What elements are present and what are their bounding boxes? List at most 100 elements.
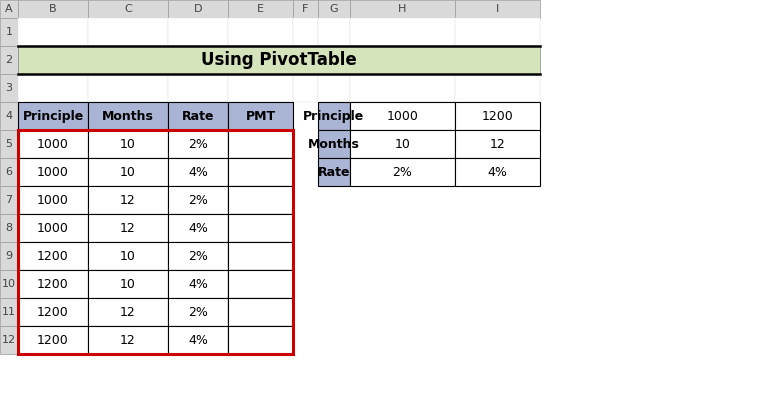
Bar [0,46,18,74]
Text: 7: 7 [5,195,13,205]
Bar [168,186,228,214]
Bar [228,270,293,298]
Bar [350,130,455,158]
Bar [293,18,318,46]
Bar [168,18,228,46]
Bar [228,298,293,326]
Bar [168,214,228,242]
Bar [0,0,18,18]
Text: 1200: 1200 [37,277,69,290]
Text: 1200: 1200 [37,305,69,318]
Text: 4%: 4% [188,221,208,234]
Text: 11: 11 [2,307,16,317]
Text: 4%: 4% [487,165,507,178]
Bar [18,158,88,186]
Bar [0,18,18,46]
Bar [228,214,293,242]
Text: 12: 12 [120,305,136,318]
Bar [0,326,18,354]
Bar [0,186,18,214]
Text: H: H [398,4,407,14]
Bar [228,242,293,270]
Bar [18,326,88,354]
Bar [228,186,293,214]
Bar [228,102,293,130]
Bar [88,102,168,130]
Bar [168,0,228,18]
Bar [228,214,293,242]
Text: 2%: 2% [188,249,208,262]
Bar [228,158,293,186]
Bar [88,242,168,270]
Bar [18,46,540,74]
Text: 8: 8 [5,223,13,233]
Bar [0,270,18,298]
Text: Principle: Principle [23,110,83,123]
Text: 1200: 1200 [37,333,69,346]
Text: E: E [257,4,264,14]
Bar [228,158,293,186]
Bar [455,102,540,130]
Text: 2%: 2% [393,165,412,178]
Bar [228,326,293,354]
Bar [318,102,350,130]
Text: A: A [5,4,13,14]
Text: 12: 12 [490,138,506,151]
Bar [18,214,88,242]
Text: D: D [194,4,202,14]
Bar [350,0,455,18]
Text: 10: 10 [120,138,136,151]
Bar [318,130,350,158]
Bar [350,18,455,46]
Text: 4%: 4% [188,165,208,178]
Text: 10: 10 [2,279,16,289]
Bar [88,186,168,214]
Bar [228,18,293,46]
Text: 5: 5 [5,139,12,149]
Text: 1000: 1000 [37,165,69,178]
Text: F: F [302,4,309,14]
Text: 4%: 4% [188,333,208,346]
Text: 12: 12 [120,221,136,234]
Bar [228,130,293,158]
Bar [228,298,293,326]
Bar [455,0,540,18]
Text: G: G [330,4,338,14]
Bar [88,18,168,46]
Bar [228,242,293,270]
Bar [18,186,88,214]
Bar [228,326,293,354]
Text: 4%: 4% [188,277,208,290]
Bar [228,186,293,214]
Bar [0,102,18,130]
Bar [18,242,88,270]
Text: 2%: 2% [188,138,208,151]
Bar [168,74,228,102]
Text: 1200: 1200 [37,249,69,262]
Bar [168,130,228,158]
Bar [350,74,455,102]
Bar [293,74,318,102]
Text: 2%: 2% [188,193,208,206]
Bar [88,298,168,326]
Text: 2%: 2% [188,305,208,318]
Bar [228,74,293,102]
Bar [318,18,350,46]
Text: 12: 12 [120,193,136,206]
Text: 10: 10 [395,138,410,151]
Text: 10: 10 [120,165,136,178]
Text: Months: Months [308,138,360,151]
Bar [88,326,168,354]
Text: C: C [124,4,132,14]
Text: B: B [49,4,57,14]
Text: 2: 2 [5,55,13,65]
Bar [0,130,18,158]
Bar [88,214,168,242]
Text: Using PivotTable: Using PivotTable [201,51,357,69]
Bar [18,74,88,102]
Bar [88,130,168,158]
Bar [455,158,540,186]
Text: 10: 10 [120,249,136,262]
Text: I: I [496,4,499,14]
Bar [228,130,293,158]
